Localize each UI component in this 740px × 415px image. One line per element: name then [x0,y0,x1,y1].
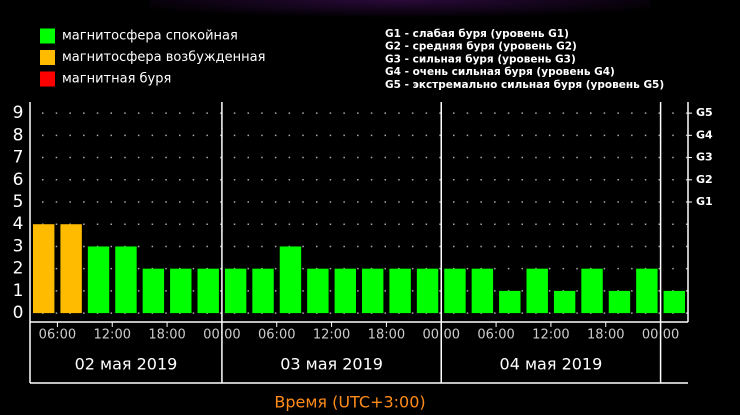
bar [334,268,356,314]
x-tick-label: 06:00 [39,328,76,343]
bar [115,246,137,314]
y-tick-label: 2 [13,259,24,279]
y-tick-label: 6 [13,170,24,190]
x-tick-label: 12:00 [313,328,350,343]
date-label: 03 мая 2019 [280,355,383,374]
bar [307,268,329,314]
bar [197,268,219,314]
legend-swatch [40,28,55,44]
y-tick-label: 4 [13,214,24,234]
y2-tick-label: G5 [696,106,713,119]
storm-legend-label: G3 - сильная буря (уровень G3) [385,53,576,65]
legend-label: магнитосфера спокойная [62,29,238,44]
storm-legend-label: G1 - слабая буря (уровень G1) [385,28,569,40]
legend-label: магнитная буря [62,72,171,87]
y2-tick-label: G3 [696,151,713,164]
date-label: 04 мая 2019 [500,355,603,374]
x-tick-label: 18:00 [587,328,624,343]
bar [252,268,274,314]
storm-legend-label: G4 - очень сильная буря (уровень G4) [385,66,615,78]
bar [499,290,521,314]
legend-label: магнитосфера возбужденная [62,50,265,65]
bar [471,268,494,314]
legend-swatch [40,71,55,87]
x-tick-label: 18:00 [368,328,405,343]
y-tick-label: 0 [13,303,24,323]
storm-legend-label: G2 - средняя буря (уровень G2) [385,41,577,53]
date-label: 02 мая 2019 [75,355,178,374]
bar [142,268,165,314]
x-tick-label: 18:00 [148,328,185,343]
bar [33,224,55,314]
storm-legend-label: G5 - экстремально сильная буря (уровень … [385,79,664,91]
legend-swatch [40,50,55,65]
y-tick-label: 7 [13,148,24,168]
y-tick-label: 3 [13,236,24,256]
bar [362,268,384,314]
bar [389,268,411,314]
bar [663,290,685,314]
x-tick-label: 12:00 [94,328,131,343]
x-axis-label: Время (UTC+3:00) [274,393,425,412]
y-tick-label: 9 [13,103,24,123]
y2-tick-label: G4 [696,128,713,141]
bar [526,268,548,314]
bar [416,268,439,314]
bar [87,246,110,314]
bar [581,268,603,314]
bar [608,290,631,314]
bar [279,246,302,314]
x-tick-label: 06:00 [477,328,514,343]
bar [60,224,82,314]
y-tick-label: 8 [13,125,24,145]
y-tick-label: 5 [13,192,24,212]
y-tick-label: 1 [13,281,24,301]
x-tick-label: 12:00 [532,328,569,343]
bar [170,268,192,314]
bar [636,268,658,314]
y2-tick-label: G2 [696,173,713,186]
bar [224,268,247,314]
y2-tick-label: G1 [696,195,713,208]
bar [553,290,576,314]
bar [444,268,466,314]
x-tick-label: 06:00 [258,328,295,343]
nebula [150,0,650,30]
